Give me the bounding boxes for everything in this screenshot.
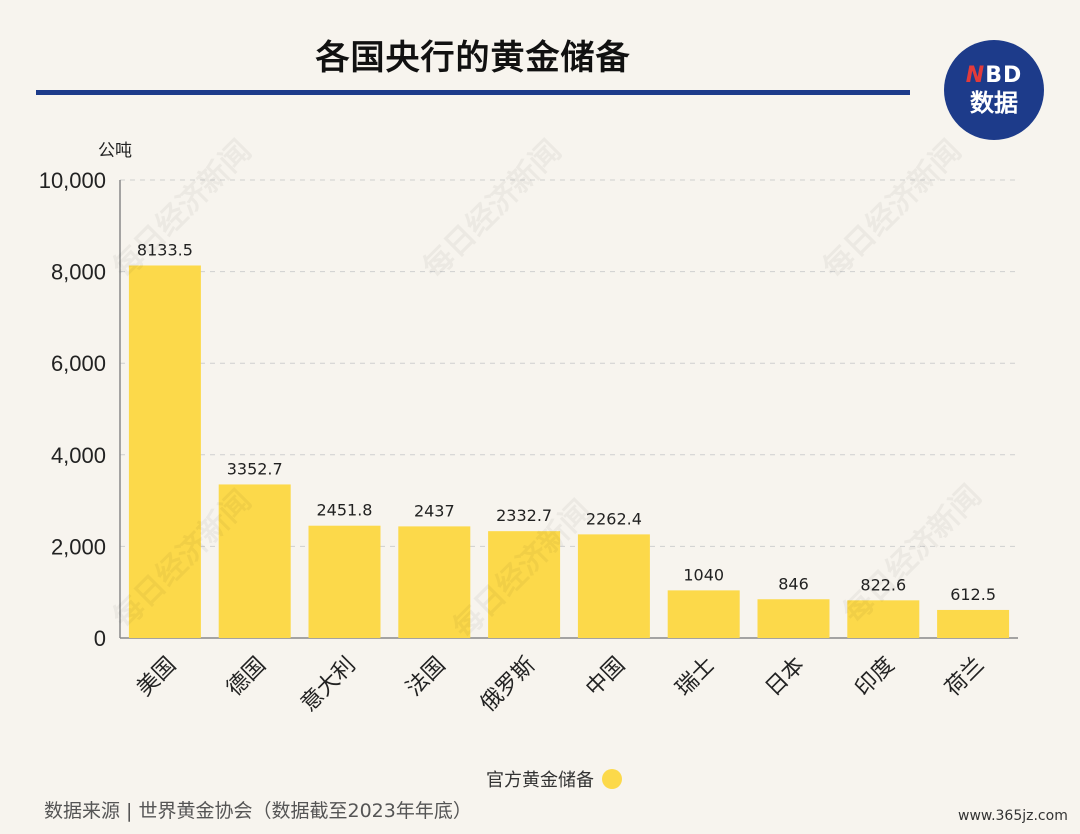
x-tick-label: 日本 xyxy=(761,653,810,702)
y-tick-label: 4,000 xyxy=(51,443,106,468)
bar xyxy=(667,590,740,638)
data-label: 612.5 xyxy=(950,585,996,604)
data-label: 822.6 xyxy=(860,575,906,594)
y-tick-label: 10,000 xyxy=(39,168,106,193)
chart-title: 各国央行的黄金储备 xyxy=(315,38,631,78)
bar xyxy=(847,600,920,638)
y-tick-label: 2,000 xyxy=(51,534,106,559)
legend: 官方黄金储备 xyxy=(486,766,622,792)
legend-label: 官方黄金储备 xyxy=(486,770,594,791)
data-label: 2262.4 xyxy=(586,509,642,528)
legend-swatch xyxy=(602,769,622,789)
x-tick-label: 印度 xyxy=(851,653,900,702)
data-label: 1040 xyxy=(683,565,724,584)
data-label: 3352.7 xyxy=(227,459,283,478)
nbd-logo: NBD 数据 xyxy=(944,40,1044,140)
data-label: 8133.5 xyxy=(137,240,193,259)
y-tick-label: 8,000 xyxy=(51,260,106,285)
bar xyxy=(488,531,561,638)
x-tick-label: 美国 xyxy=(132,653,181,702)
site-watermark: www.365jz.com xyxy=(958,808,1068,824)
data-label: 2332.7 xyxy=(496,506,552,525)
x-tick-label: 俄罗斯 xyxy=(476,653,540,717)
x-tick-label: 瑞士 xyxy=(671,653,720,702)
title-underline xyxy=(36,90,910,95)
x-tick-label: 法国 xyxy=(402,653,451,702)
bar xyxy=(308,525,381,638)
y-tick-label: 6,000 xyxy=(51,351,106,376)
x-tick-label: 意大利 xyxy=(296,653,360,717)
bar xyxy=(937,609,1010,638)
data-label: 846 xyxy=(778,574,809,593)
y-axis-unit-label: 公吨 xyxy=(98,141,132,161)
bar xyxy=(398,526,471,638)
bar xyxy=(218,484,291,638)
data-label: 2437 xyxy=(414,501,455,520)
bar xyxy=(128,265,201,638)
bar xyxy=(757,599,830,638)
x-tick-label: 荷兰 xyxy=(941,653,990,702)
x-tick-label: 德国 xyxy=(222,653,271,702)
y-tick-label: 0 xyxy=(94,626,106,651)
bar xyxy=(577,534,650,638)
data-source-note: 数据来源 | 世界黄金协会（数据截至2023年年底） xyxy=(44,800,472,822)
x-tick-label: 中国 xyxy=(581,653,630,702)
data-label: 2451.8 xyxy=(317,501,373,520)
